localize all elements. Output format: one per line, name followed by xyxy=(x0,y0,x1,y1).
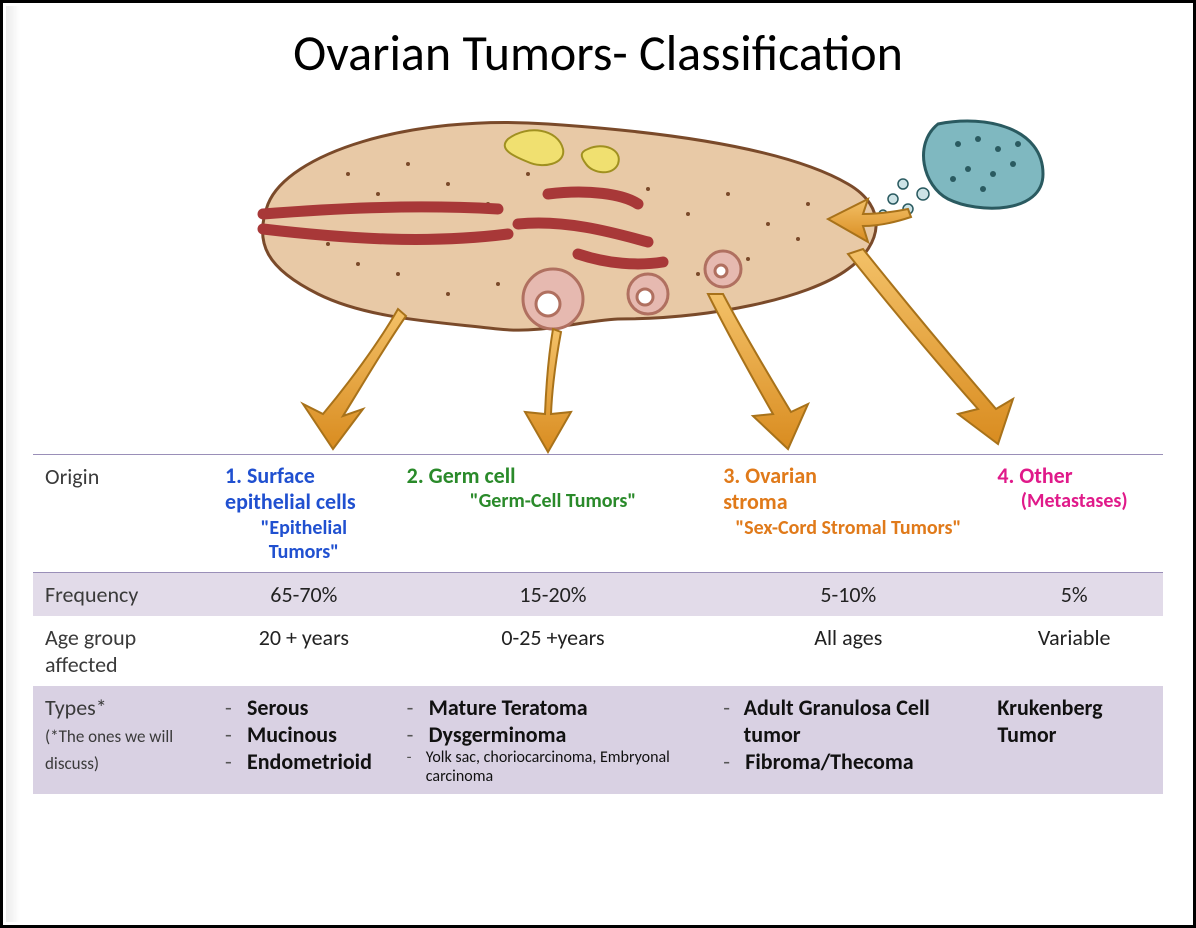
col1-head: 1. Surfaceepithelial cells "Epithelial T… xyxy=(213,455,395,573)
col1-frequency: 65-70% xyxy=(213,572,395,616)
col4-age: Variable xyxy=(985,616,1163,686)
col4-frequency: 5% xyxy=(985,572,1163,616)
col2-head: 2. Germ cell "Germ-Cell Tumors" xyxy=(395,455,712,573)
col3-age: All ages xyxy=(711,616,985,686)
label-frequency: Frequency xyxy=(33,572,213,616)
col4-head: 4. Other (Metastases) xyxy=(985,455,1163,573)
slide-title: Ovarian Tumors- Classification xyxy=(33,23,1163,84)
col2-age: 0-25 +years xyxy=(395,616,712,686)
row-frequency: Frequency 65-70% 15-20% 5-10% 5% xyxy=(33,572,1163,616)
slide-container: Ovarian Tumors- Classification xyxy=(3,3,1193,925)
col1-age: 20 + years xyxy=(213,616,395,686)
col4-types: Krukenberg Tumor xyxy=(985,686,1163,794)
label-types: Types* (*The ones we will discuss) xyxy=(33,686,213,794)
col3-head: 3. Ovarianstroma "Sex-Cord Stromal Tumor… xyxy=(711,455,985,573)
col1-types: -Serous-Mucinous-Endometrioid xyxy=(213,686,395,794)
classification-table: Origin 1. Surfaceepithelial cells "Epith… xyxy=(33,454,1163,794)
label-origin: Origin xyxy=(33,455,213,573)
col3-types: -Adult Granulosa Cell tumor-Fibroma/Thec… xyxy=(711,686,985,794)
col3-frequency: 5-10% xyxy=(711,572,985,616)
row-age: Age group affected 20 + years 0-25 +year… xyxy=(33,616,1163,686)
slide-left-shadow xyxy=(6,6,20,922)
label-age: Age group affected xyxy=(33,616,213,686)
row-types: Types* (*The ones we will discuss) -Sero… xyxy=(33,686,1163,794)
ovary-diagram xyxy=(33,94,1163,454)
col2-frequency: 15-20% xyxy=(395,572,712,616)
row-origin: Origin 1. Surfaceepithelial cells "Epith… xyxy=(33,455,1163,573)
metastasis-mass xyxy=(879,121,1043,218)
ovary-svg xyxy=(148,94,1048,454)
col2-types: -Mature Teratoma-Dysgerminoma-Yolk sac, … xyxy=(395,686,712,794)
